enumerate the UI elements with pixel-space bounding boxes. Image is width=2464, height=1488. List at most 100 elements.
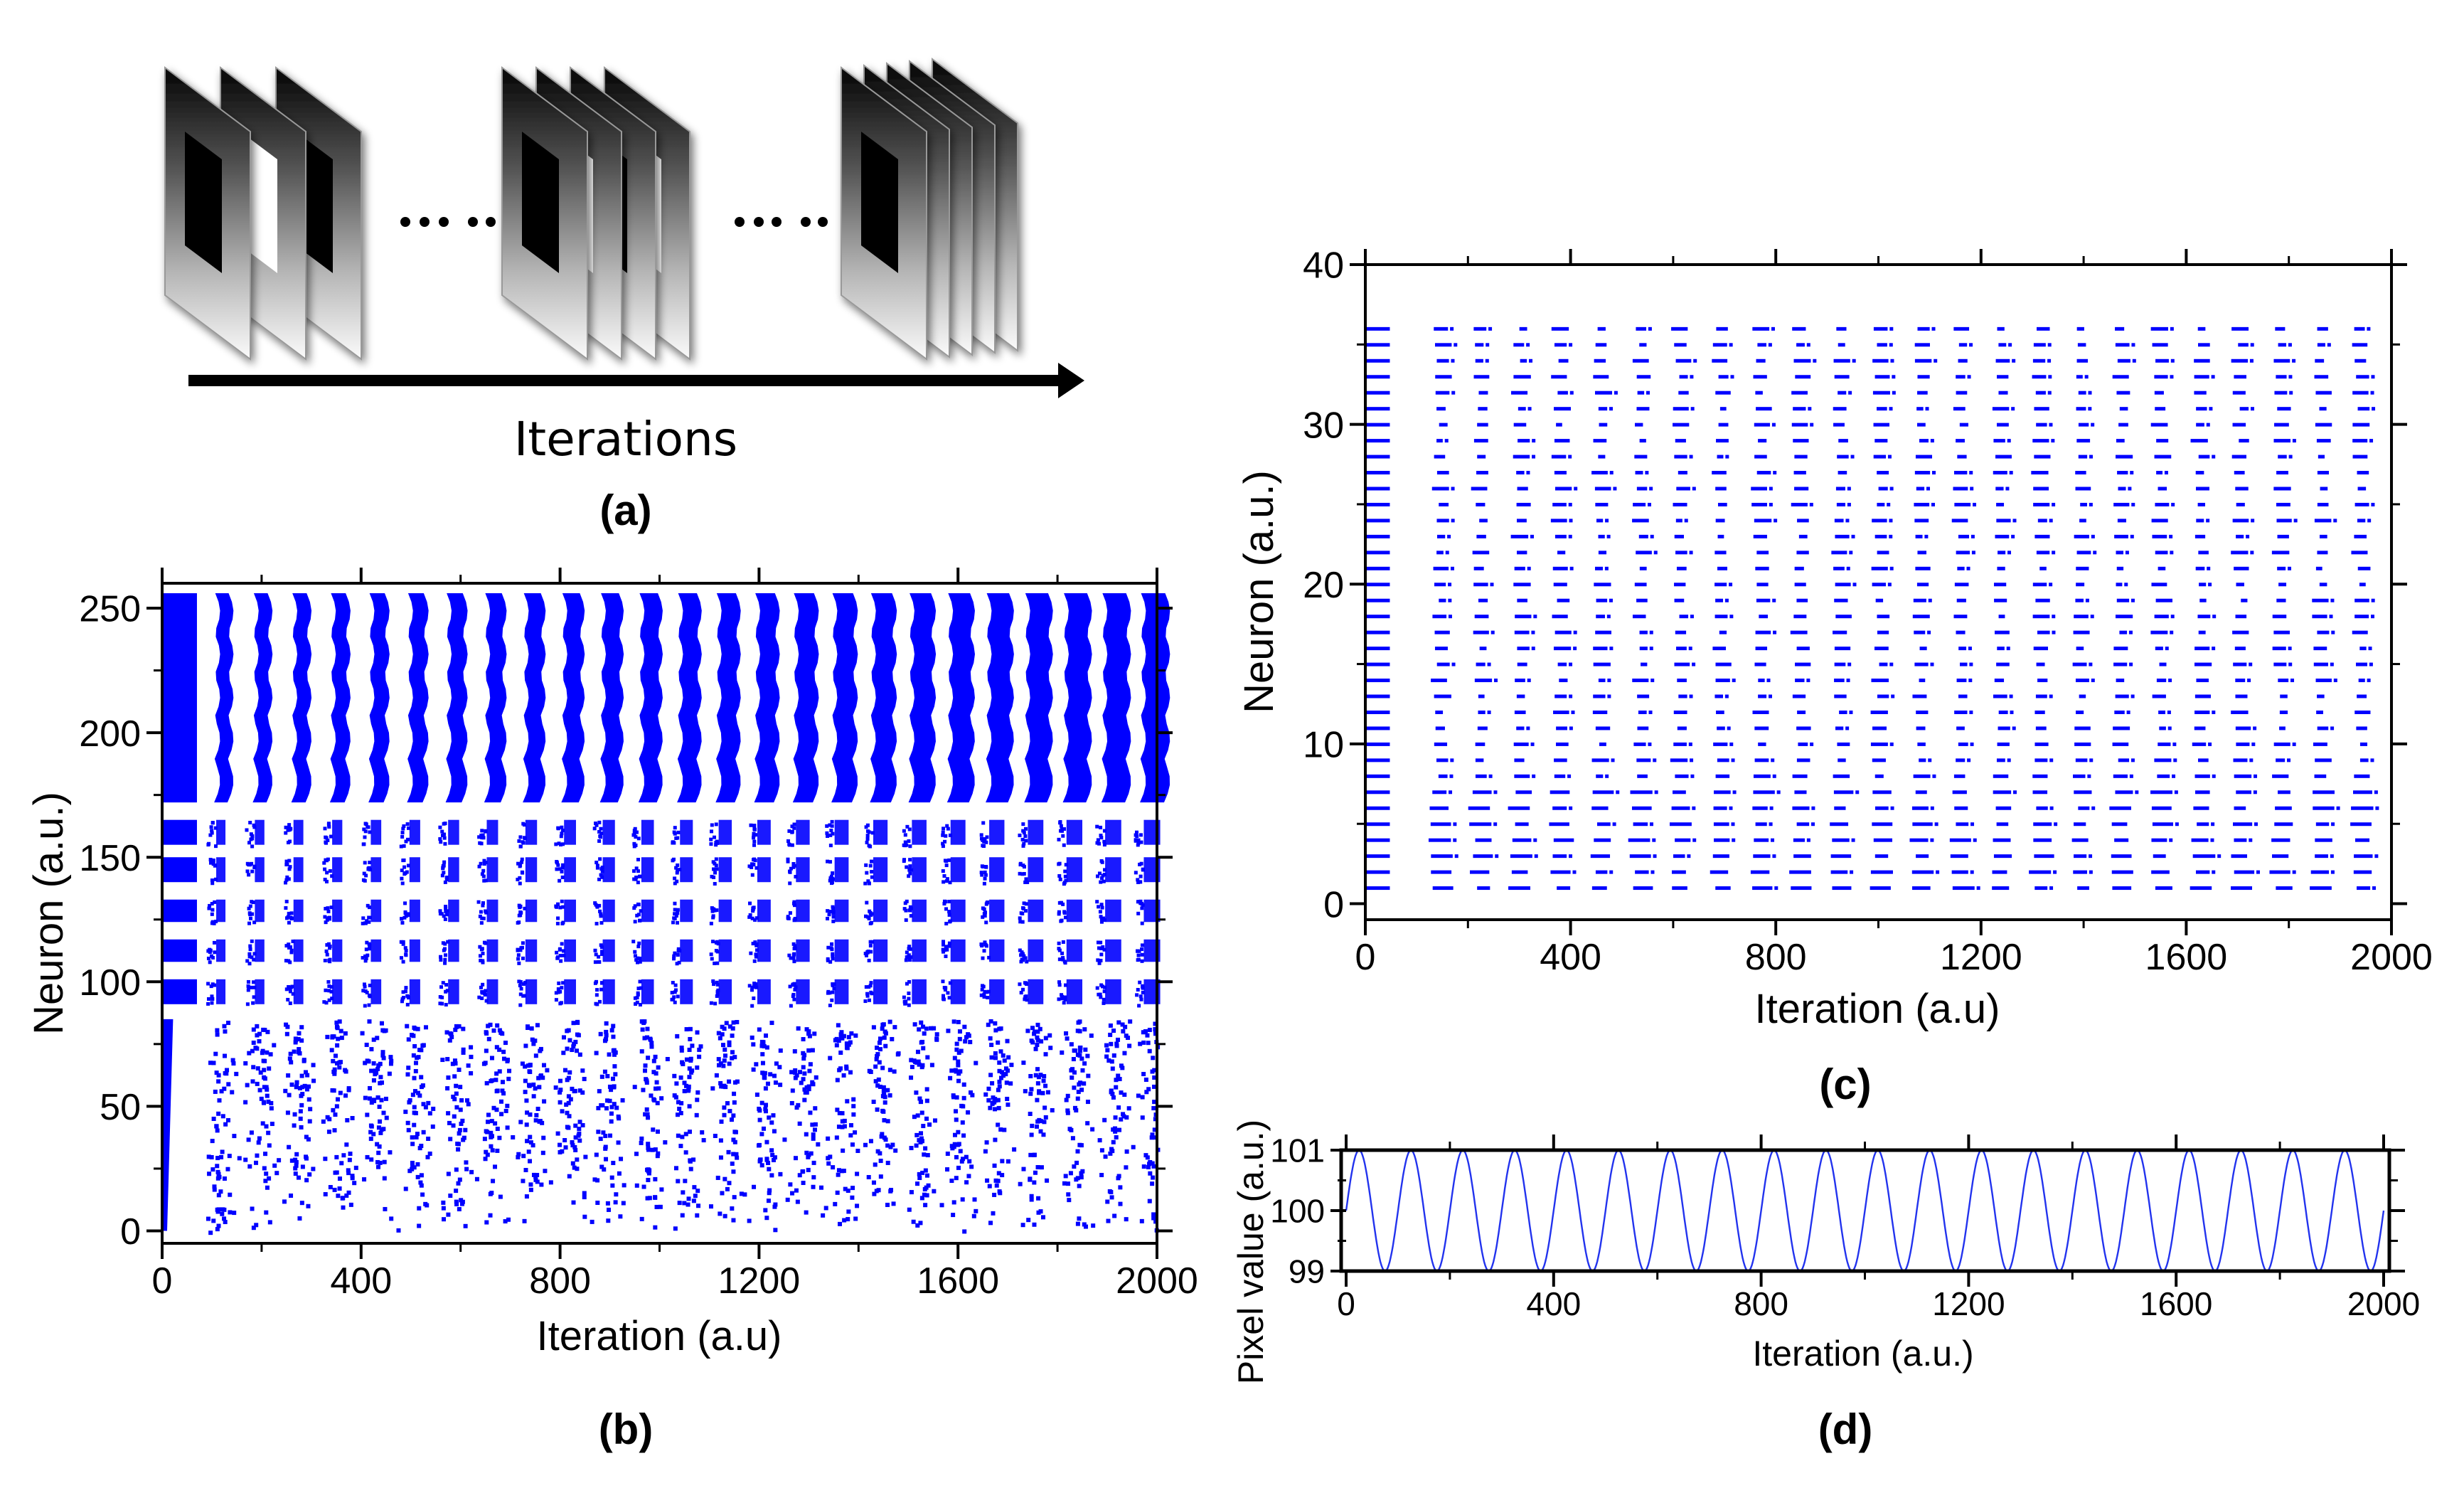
spike-run — [1798, 534, 1808, 538]
spike-dot — [1029, 1194, 1034, 1199]
spike-dot — [2052, 502, 2056, 506]
spike-run — [2353, 790, 2373, 795]
spike-run — [2111, 822, 2128, 827]
spike-dot — [251, 1027, 256, 1032]
spike-dot — [663, 1140, 668, 1145]
spike-dot — [801, 1037, 806, 1042]
spike-dot — [594, 993, 599, 997]
spike-dot — [1448, 615, 1452, 619]
spike-dot — [825, 831, 829, 835]
spike-dot — [373, 1068, 378, 1073]
spike-run — [1996, 519, 2011, 523]
spike-dot — [644, 1078, 649, 1083]
spike-dot — [636, 960, 640, 964]
spike-dot — [1021, 987, 1025, 992]
spike-dot — [710, 829, 714, 834]
spike-dot — [272, 1163, 277, 1168]
spike-run — [2271, 551, 2290, 555]
spike-dot — [1849, 710, 1853, 714]
spike-dot — [903, 840, 907, 844]
spike-dot — [1572, 870, 1577, 874]
spike-dot — [362, 1177, 367, 1182]
spike-dot — [905, 865, 909, 869]
spike-run — [2231, 358, 2249, 363]
spike-dot — [558, 1100, 562, 1105]
spike-dot — [448, 1194, 453, 1199]
spike-dot — [332, 1070, 337, 1075]
spike-dot — [760, 1052, 765, 1057]
spike-dot — [526, 1149, 531, 1154]
spike-dot — [1037, 1090, 1042, 1095]
spike-dot — [335, 1026, 340, 1031]
spike-run — [2272, 615, 2287, 619]
spike-dot — [224, 1071, 229, 1076]
spike-dot — [289, 1060, 294, 1065]
spike-run — [1836, 502, 1846, 506]
spike-dot — [679, 1101, 684, 1106]
spike-dot — [735, 1020, 740, 1025]
spike-dot — [1966, 566, 1970, 570]
spike-dot — [2209, 407, 2213, 411]
spike-dot — [644, 1107, 649, 1112]
spike-dot — [246, 984, 250, 988]
spike-dot — [1729, 343, 1733, 347]
spike-dot — [499, 1112, 504, 1117]
spike-dot — [831, 982, 835, 987]
spike-dot — [885, 1143, 890, 1148]
spike-dot — [841, 1169, 846, 1174]
spike-dot — [924, 1193, 929, 1198]
spike-run — [2033, 838, 2052, 842]
spike-dot — [412, 1025, 417, 1030]
spike-dot — [905, 982, 909, 986]
spike-run — [1752, 710, 1769, 714]
spike-run — [1992, 886, 2010, 891]
spike-dot — [602, 1167, 607, 1172]
spike-dot — [789, 866, 793, 871]
spike-run — [1674, 455, 1687, 459]
burst-block — [525, 819, 538, 845]
spike-run — [1475, 742, 1486, 746]
spike-dot — [503, 1041, 508, 1046]
spike-run — [2194, 726, 2206, 730]
spike-dot — [1099, 940, 1103, 945]
spike-run — [1997, 742, 2010, 746]
spike-dot — [457, 1131, 462, 1136]
ellipsis-dot — [801, 217, 811, 227]
spike-dot — [599, 912, 603, 916]
spike-dot — [2130, 694, 2135, 698]
spike-dot — [368, 830, 372, 834]
spike-run — [1367, 583, 1390, 587]
spike-dot — [415, 1162, 420, 1167]
spike-dot — [516, 861, 521, 866]
spike-run — [1838, 390, 1847, 395]
spike-dot — [325, 1115, 330, 1120]
spike-run — [2194, 375, 2209, 379]
spike-dot — [751, 907, 755, 911]
spike-dot — [1083, 1047, 1088, 1052]
spike-dot — [880, 1065, 885, 1070]
spike-dot — [996, 1105, 1001, 1110]
spike-dot — [250, 844, 255, 849]
spike-run — [1717, 566, 1728, 570]
spike-dot — [868, 940, 873, 944]
spike-dot — [718, 1080, 723, 1085]
spike-dot — [932, 1189, 937, 1194]
spike-dot — [440, 1001, 444, 1006]
spike-dot — [1724, 694, 1729, 698]
spike-dot — [537, 1119, 542, 1124]
spike-dot — [950, 1146, 955, 1151]
spike-run — [2076, 710, 2084, 714]
spike-dot — [257, 1088, 262, 1093]
spike-dot — [826, 909, 830, 913]
spike-run — [1794, 455, 1808, 459]
spike-dot — [212, 1184, 217, 1189]
spike-dot — [2330, 854, 2334, 859]
spike-run — [2232, 423, 2246, 427]
spike-dot — [869, 981, 873, 985]
spike-run — [1676, 647, 1687, 651]
spike-dot — [500, 1080, 505, 1085]
spike-dot — [563, 1145, 568, 1150]
spike-dot — [907, 827, 912, 831]
spike-run — [1912, 694, 1927, 698]
spike-dot — [457, 1177, 462, 1182]
